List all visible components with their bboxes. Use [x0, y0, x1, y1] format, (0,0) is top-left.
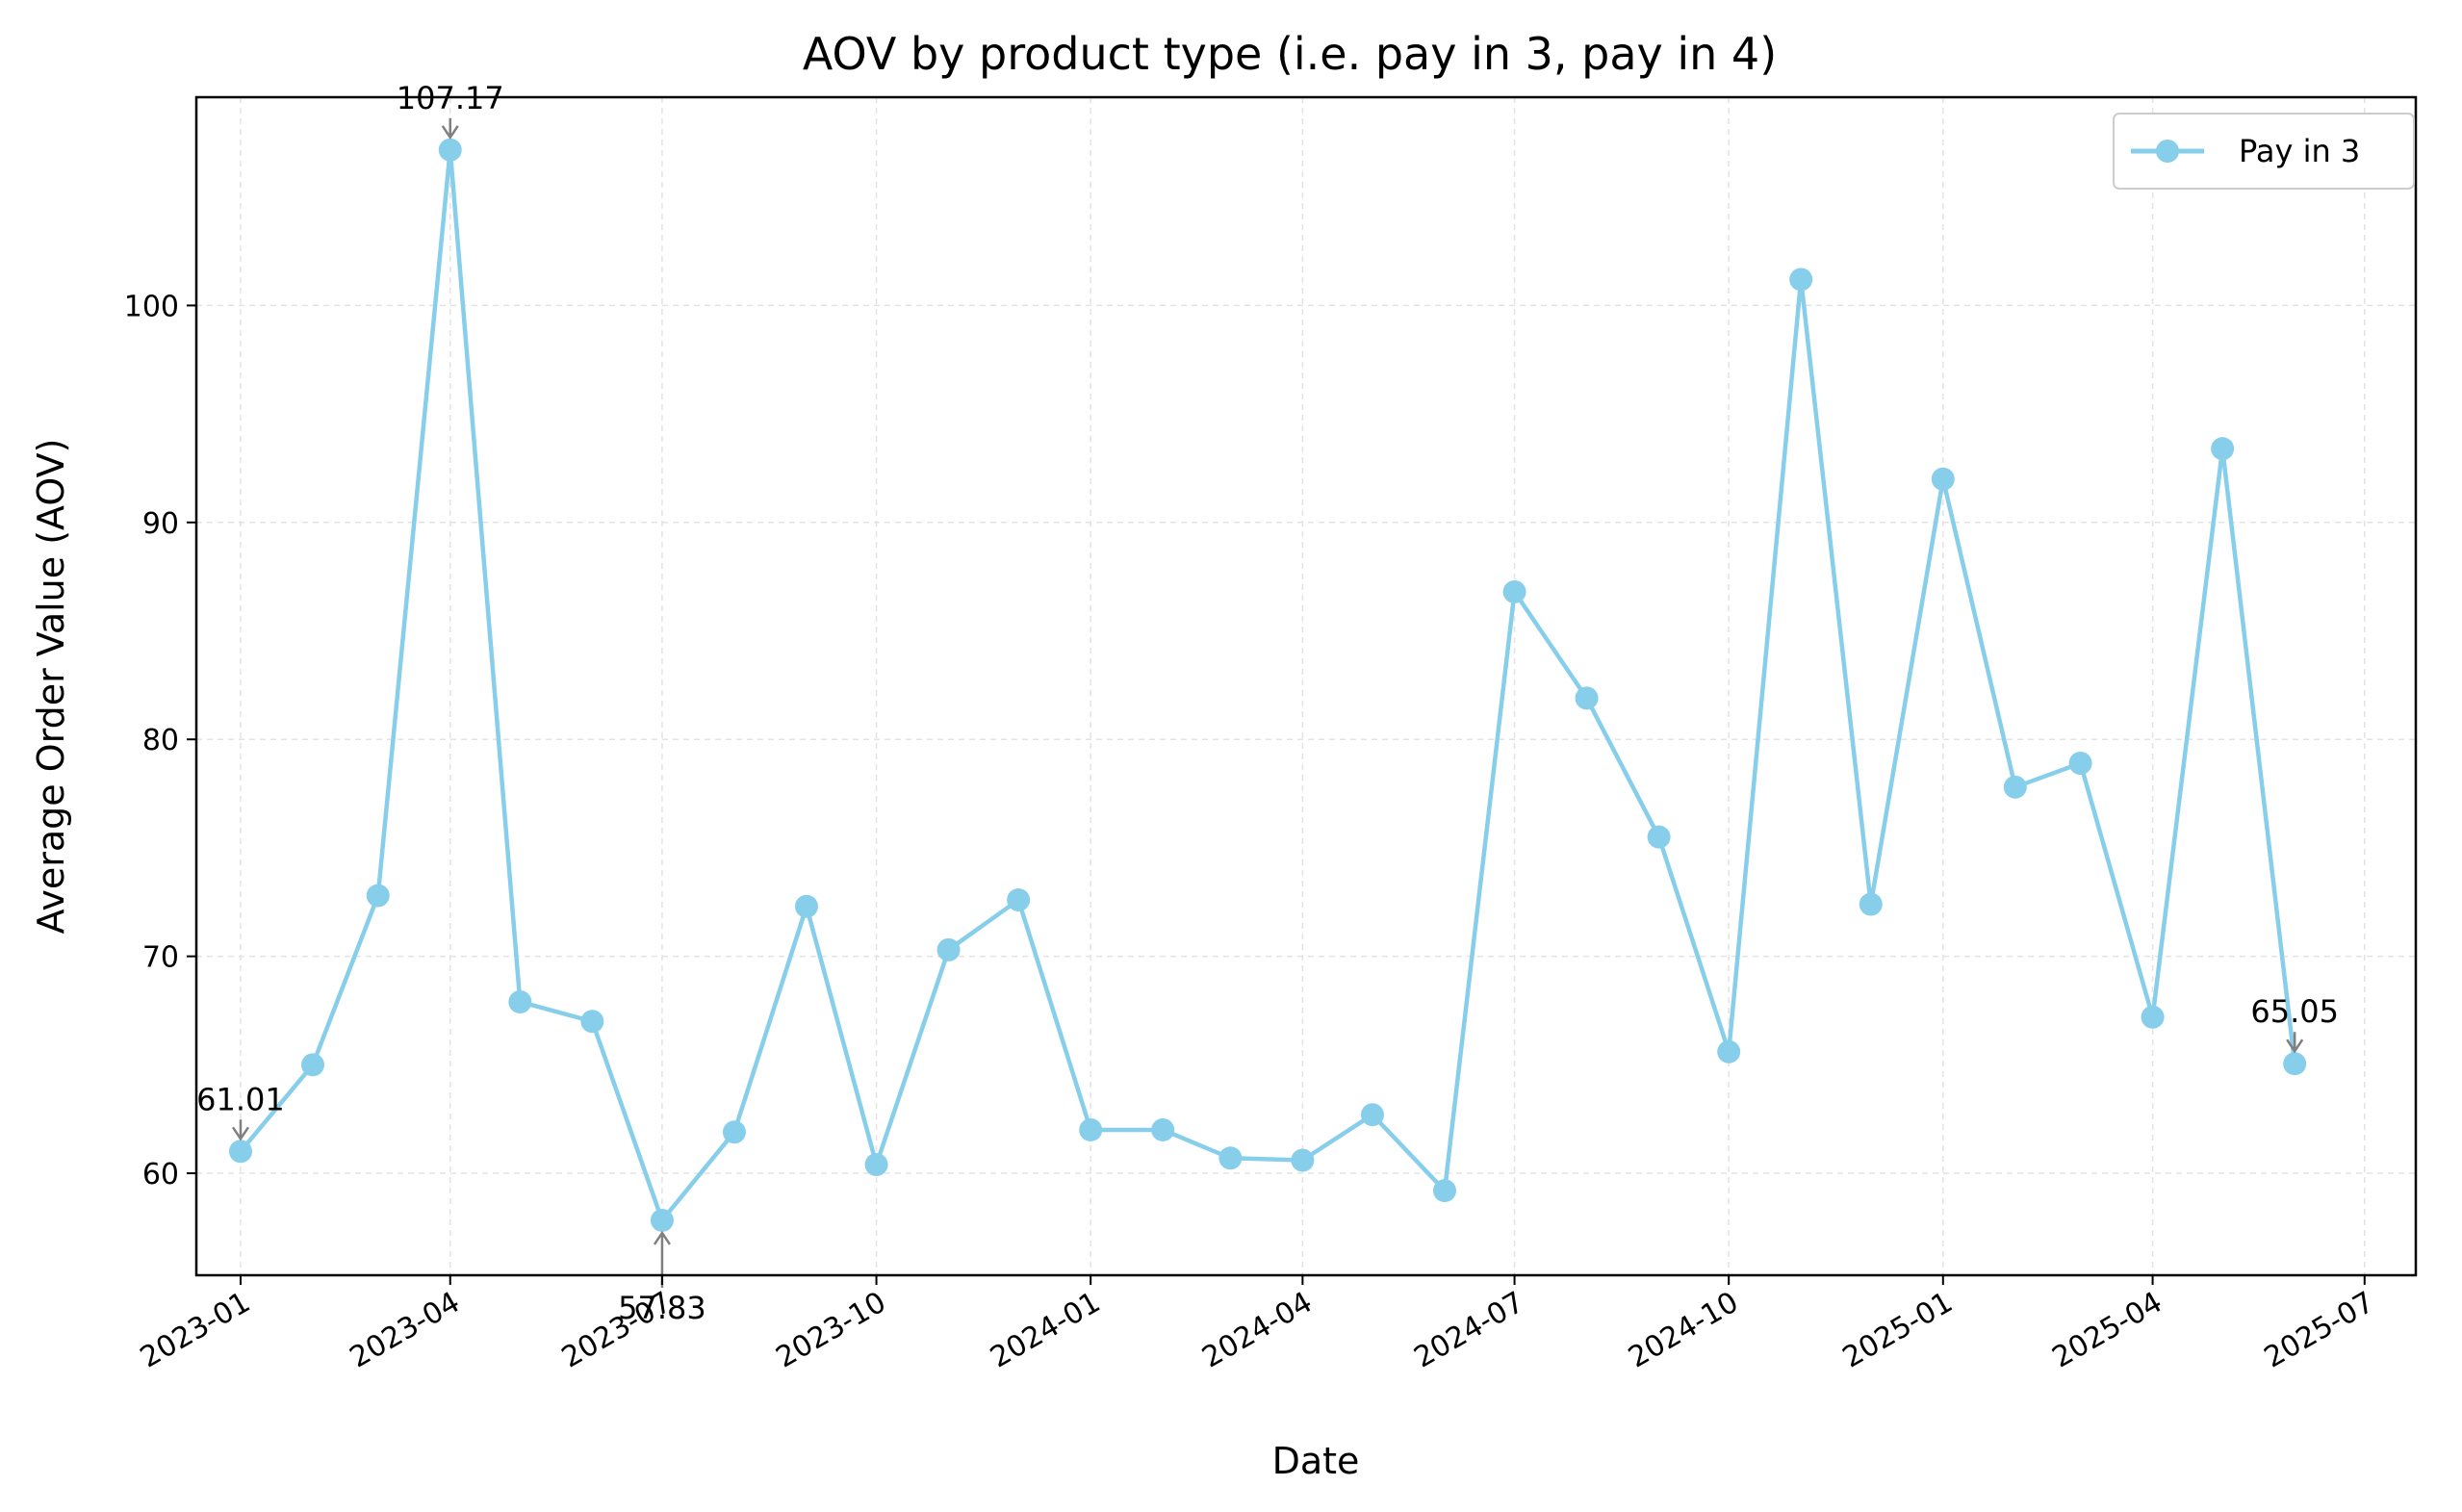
- data-point: [1789, 268, 1813, 292]
- data-point: [794, 894, 818, 918]
- grid-lines: [196, 97, 2416, 1275]
- data-point: [508, 989, 532, 1013]
- y-tick-label: 100: [124, 290, 179, 323]
- data-point: [1151, 1117, 1175, 1141]
- x-tick-label: 2024-07: [1409, 1286, 1530, 1375]
- legend-label: Pay in 3: [2239, 133, 2360, 169]
- annotation-arrowhead: [441, 125, 459, 141]
- data-point: [1360, 1103, 1384, 1127]
- legend-box: [2113, 113, 2415, 190]
- x-tick-label: 2023-01: [135, 1286, 256, 1375]
- x-axis: 2023-01 2023-04 2023-07 2023-10 2024-01 2024-…: [135, 1275, 2380, 1375]
- data-point: [2283, 1052, 2307, 1076]
- annotation-label: 61.01: [196, 1081, 285, 1117]
- data-point: [2211, 437, 2235, 461]
- y-axis: 60 70 80 90 100: [124, 290, 196, 1192]
- data-point: [580, 1010, 604, 1034]
- x-tick-label: 2024-01: [985, 1286, 1106, 1375]
- annotation-label: 65.05: [2250, 993, 2339, 1030]
- x-tick-label: 2023-04: [345, 1286, 466, 1375]
- data-point: [864, 1153, 888, 1177]
- data-point: [1717, 1039, 1741, 1064]
- data-point: [438, 138, 462, 162]
- annotation-label: 57.83: [618, 1290, 706, 1326]
- x-tick-label: 2025-07: [2259, 1286, 2380, 1375]
- data-point: [722, 1120, 746, 1144]
- data-point: [1931, 467, 1955, 491]
- data-point: [300, 1053, 324, 1077]
- x-axis-label: Date: [1272, 1440, 1360, 1482]
- chart-title: AOV by product type (i.e. pay in 3, pay …: [803, 28, 1777, 80]
- annotation-arrowhead: [653, 1230, 671, 1245]
- data-point: [1291, 1148, 1315, 1172]
- data-point: [1007, 888, 1031, 912]
- x-tick-label: 2025-01: [1837, 1286, 1959, 1375]
- y-axis-label: Average Order Value (AOV): [30, 439, 72, 935]
- data-point: [2141, 1005, 2165, 1029]
- data-point: [366, 884, 390, 908]
- x-tick-label: 2023-10: [770, 1286, 891, 1375]
- y-tick-label: 80: [142, 724, 179, 757]
- y-tick-label: 60: [142, 1158, 179, 1192]
- data-point: [1575, 686, 1599, 710]
- y-tick-label: 90: [142, 507, 179, 541]
- data-point: [1432, 1179, 1456, 1203]
- data-point: [1502, 579, 1526, 603]
- annotation-arrowhead: [2286, 1038, 2304, 1054]
- annotation-arrowhead: [231, 1126, 250, 1141]
- data-point: [1647, 825, 1671, 849]
- x-tick-label: 2023-07: [556, 1286, 678, 1375]
- plot-frame: [194, 95, 2418, 1277]
- x-tick-label: 2024-04: [1196, 1286, 1318, 1375]
- series-line: [239, 147, 2297, 1223]
- x-tick-label: 2025-04: [2047, 1286, 2168, 1375]
- data-point: [650, 1208, 674, 1232]
- y-tick-label: 70: [142, 941, 179, 975]
- data-point: [2068, 752, 2092, 776]
- legend: Pay in 3: [2113, 113, 2415, 190]
- series-layer: [228, 138, 2307, 1232]
- data-point: [1859, 892, 1883, 916]
- data-point: [1079, 1117, 1103, 1141]
- x-tick-label: 2024-10: [1623, 1286, 1744, 1375]
- data-point: [2003, 775, 2027, 799]
- data-point: [228, 1140, 252, 1164]
- data-point: [1218, 1146, 1243, 1170]
- data-point: [936, 937, 961, 961]
- legend-marker-swatch: [2156, 140, 2179, 163]
